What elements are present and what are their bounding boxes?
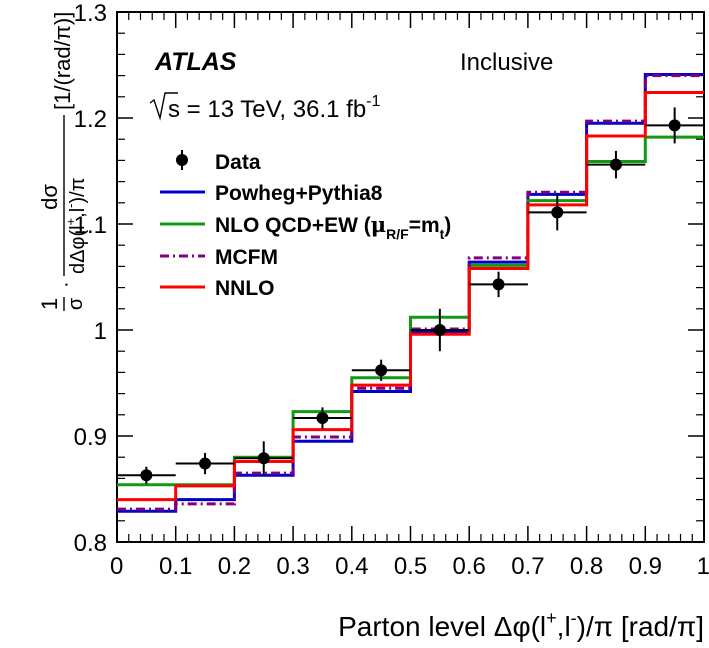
y-tick-label: 0.9	[74, 424, 107, 451]
energy-lumi-label: s = 13 TeV, 36.1 fb-1	[149, 92, 381, 123]
series-step-line	[117, 135, 704, 487]
sqrt-symbol-icon	[149, 92, 178, 121]
series-step-line	[117, 74, 704, 511]
data-point	[375, 364, 388, 377]
y-tick-label: 1.3	[74, 0, 107, 27]
data-point	[257, 452, 270, 465]
legend-label-mcfm: MCFM	[215, 246, 278, 269]
experiment-label: ATLAS	[154, 48, 237, 76]
energy-text: s = 13 TeV, 36.1 fb	[168, 96, 366, 123]
svg-text:dΔφ(l+,l-)/π: dΔφ(l+,l-)/π	[63, 177, 89, 274]
x-tick-label: 0.1	[159, 553, 192, 580]
data-points-layer	[117, 107, 704, 484]
y-tick-label: 1.1	[74, 212, 107, 239]
data-point	[199, 457, 212, 470]
x-tick-label: 0.7	[511, 553, 544, 580]
svg-text:σ: σ	[65, 297, 87, 310]
data-point	[492, 278, 505, 291]
axis-ticks: 0 0.1 0.2 0.3 0.4 0.5 0.6 0.7 0.8 0.9 1 0.8 0.9 1 1.1 1…	[74, 0, 709, 580]
data-point	[140, 469, 153, 482]
data-point	[433, 324, 446, 336]
x-tick-label: 1	[697, 553, 709, 580]
y-tick-label: 1.2	[74, 106, 107, 133]
series-step-line	[117, 91, 704, 502]
y-tick-label: 1	[94, 318, 107, 345]
lumi-superscript: -1	[366, 93, 380, 110]
selection-label: Inclusive	[460, 49, 553, 76]
y-axis-title: 1 σ · dσ dΔφ(l+,l-)/π [1/(rad/π)]	[37, 12, 89, 311]
data-point	[668, 119, 681, 132]
svg-text:1: 1	[37, 298, 62, 310]
x-tick-label: 0.9	[629, 553, 662, 580]
x-tick-label: 0.4	[335, 553, 368, 580]
legend-label-data: Data	[215, 151, 261, 174]
svg-text:s = 13 TeV, 36.1 fb-1: s = 13 TeV, 36.1 fb-1	[168, 93, 381, 123]
data-point	[551, 206, 564, 219]
data-point	[609, 158, 622, 171]
svg-text:dσ: dσ	[37, 184, 62, 210]
series-layer	[117, 73, 704, 513]
x-tick-label: 0.3	[276, 553, 309, 580]
y-tick-label: 0.8	[74, 530, 107, 557]
data-point	[316, 411, 329, 424]
x-tick-label: 0.6	[453, 553, 486, 580]
series-step-line	[117, 73, 704, 513]
legend-label-powheg: Powheg+Pythia8	[215, 182, 383, 205]
legend-label-nnlo: NNLO	[215, 277, 275, 300]
legend: Data Powheg+Pythia8 NLO QCD+EW (μR/F=mt)…	[160, 150, 451, 300]
x-tick-label: 0.2	[218, 553, 251, 580]
x-tick-label: 0	[110, 553, 123, 580]
x-axis-title: Parton level Δφ(l+,l-)/π [rad/π]	[338, 608, 704, 642]
x-tick-label: 0.5	[394, 553, 427, 580]
x-tick-label: 0.8	[570, 553, 603, 580]
svg-text:·: ·	[55, 281, 77, 288]
legend-label-nlo: NLO QCD+EW (μR/F=mt)	[215, 212, 451, 242]
svg-text:[1/(rad/π)]: [1/(rad/π)]	[50, 12, 75, 110]
